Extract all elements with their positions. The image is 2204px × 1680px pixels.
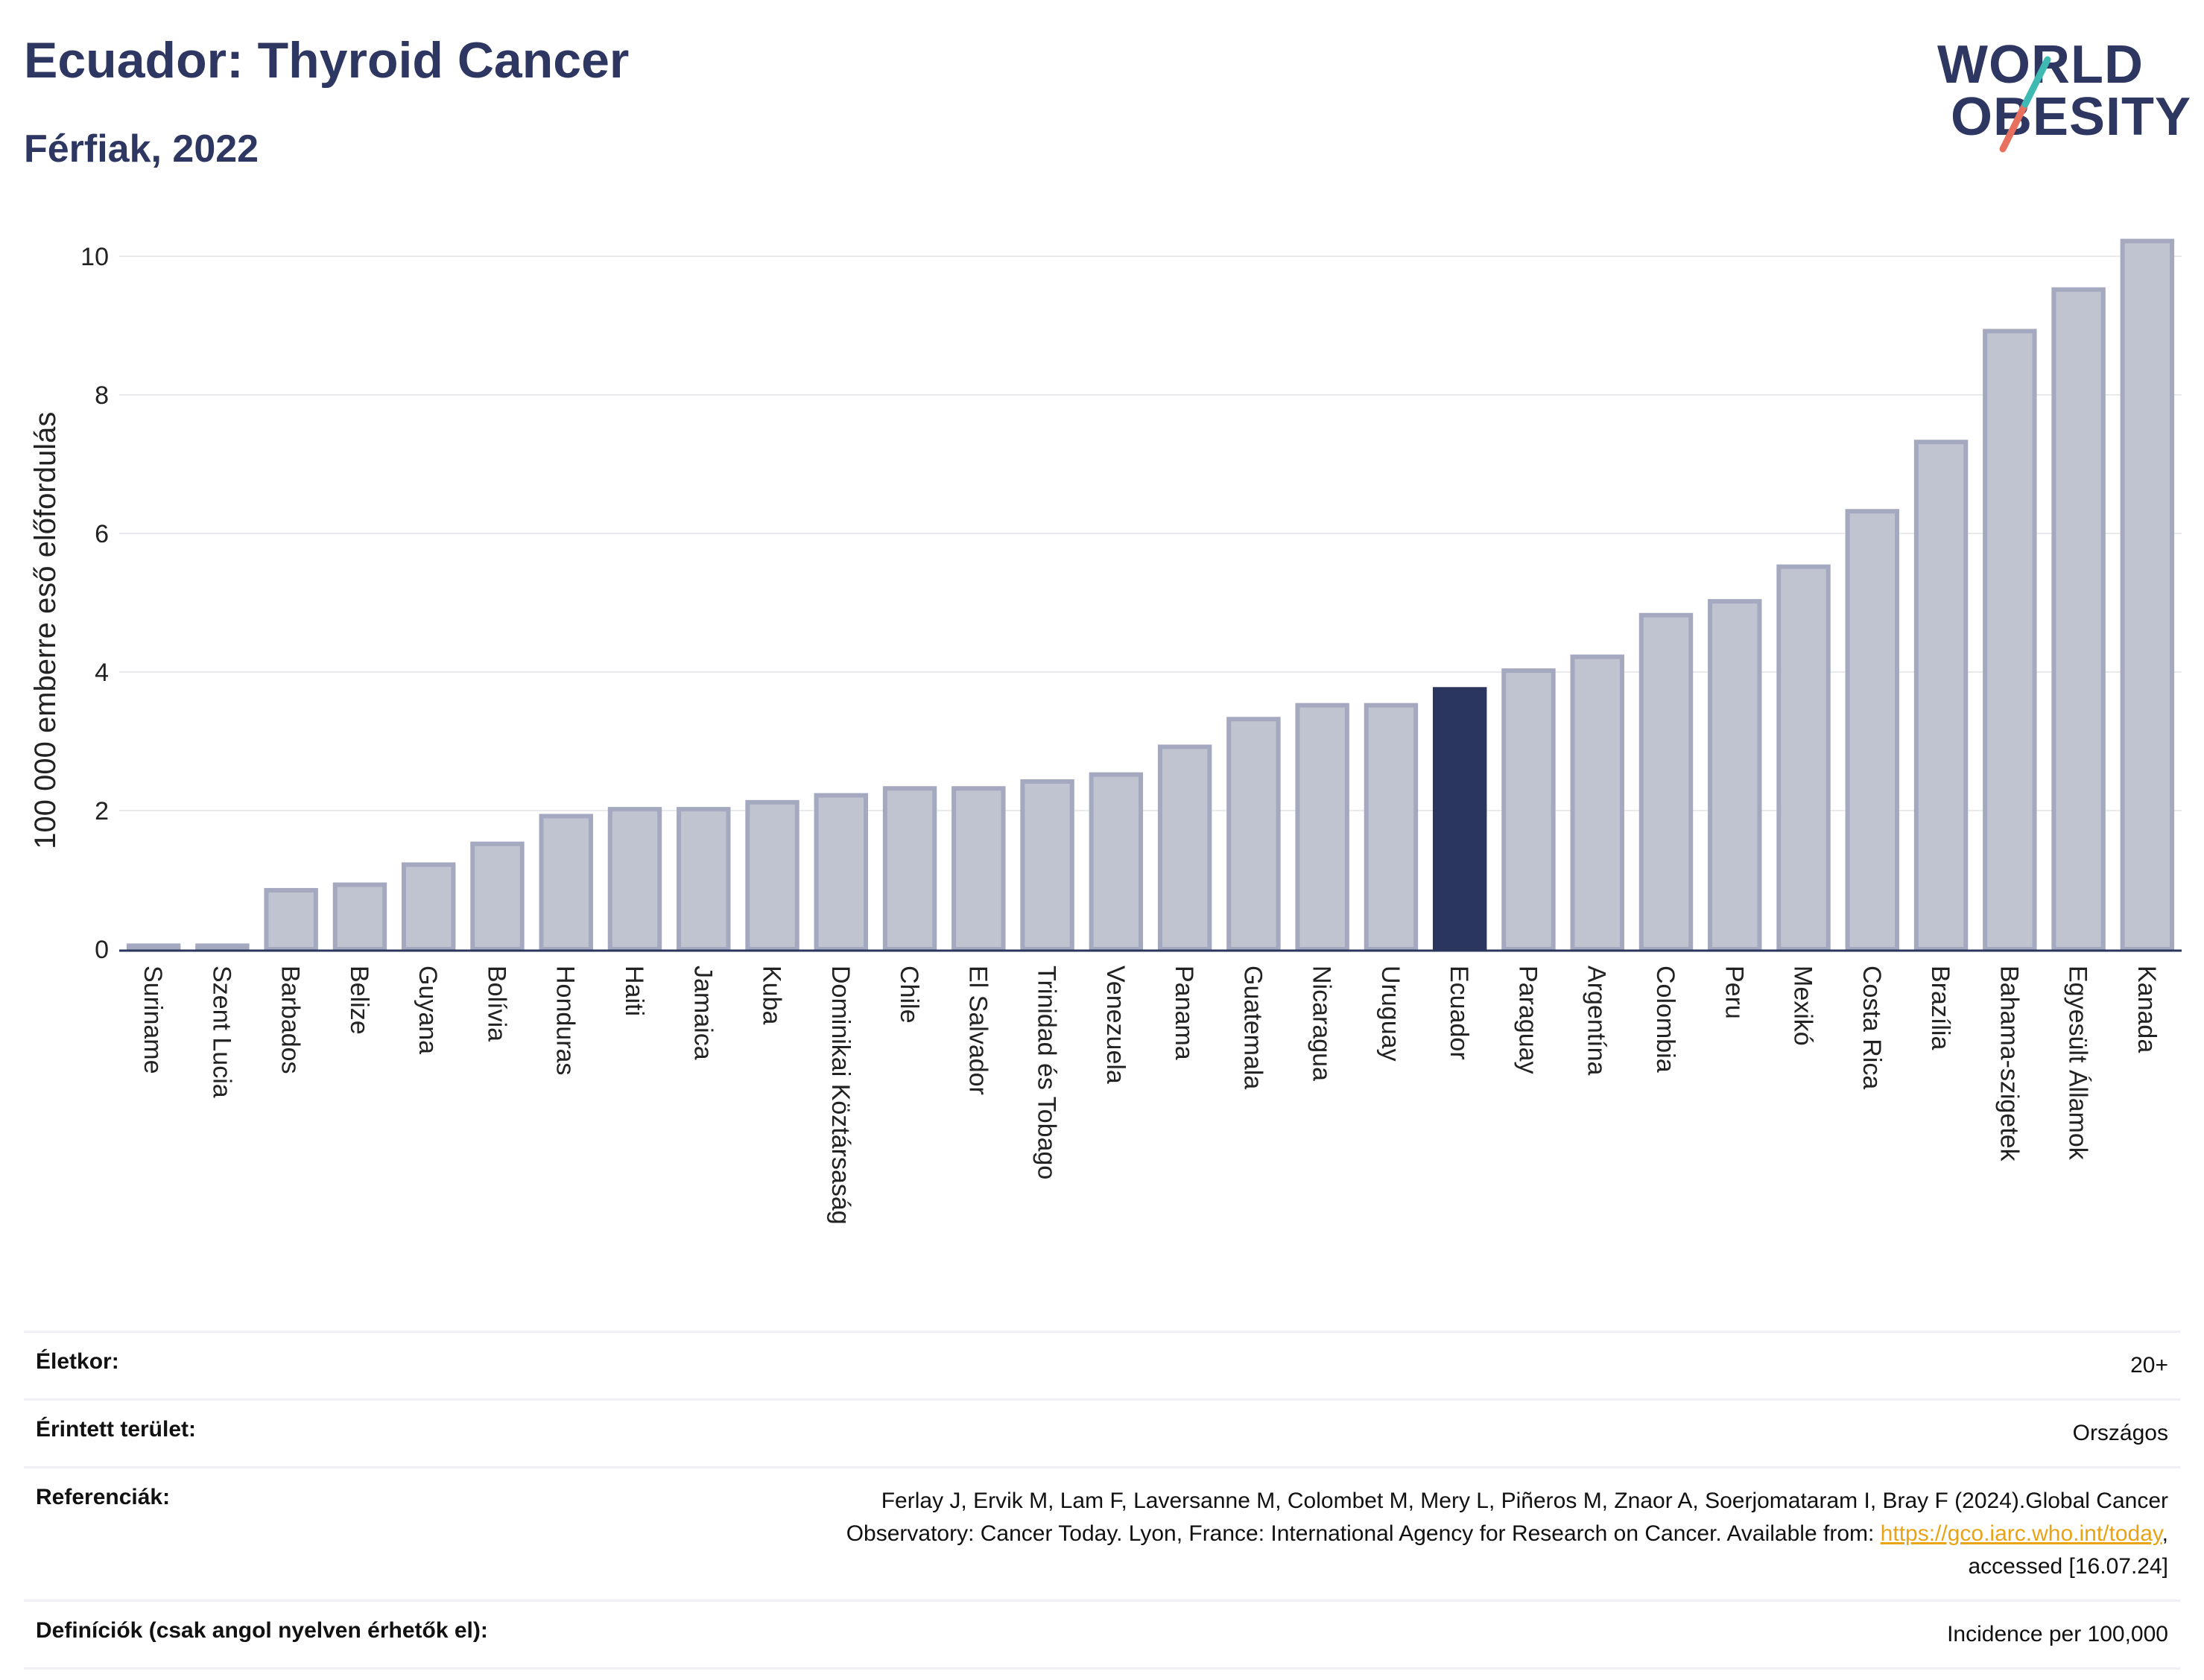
reference-text-2: Observatory: Cancer Today. Lyon, France:… [846, 1521, 1881, 1546]
bar-ecuador [1432, 687, 1487, 951]
bar-jamaica [677, 807, 731, 952]
bar-costa-rica [1845, 509, 1900, 951]
x-tick-label: Belize [345, 966, 373, 1035]
y-tick-label: 4 [95, 659, 109, 687]
x-tick-label: Ecuador [1445, 966, 1473, 1060]
chart-grid [119, 256, 2182, 811]
x-tick-label: Honduras [551, 966, 580, 1075]
meta-row-references: Referenciák: Ferlay J, Ervik M, Lam F, L… [24, 1466, 2180, 1600]
y-tick-label: 0 [95, 936, 109, 964]
x-tick-label: Mexikó [1789, 966, 1817, 1046]
bar-szent-lucia [195, 943, 250, 951]
bar-haiti [607, 807, 662, 952]
references-label: Referenciák: [36, 1485, 171, 1509]
area-value: Országos [2072, 1421, 2168, 1445]
x-tick-label: Panama [1170, 966, 1198, 1060]
bar-dominikai-köztársaság [814, 793, 869, 951]
reference-text-1: Ferlay J, Ervik M, Lam F, Laversanne M, … [881, 1489, 2168, 1513]
logo-line-2: OBESITY [1951, 87, 2192, 147]
bar-chile [882, 786, 937, 951]
y-tick-label: 6 [95, 520, 109, 548]
page-subtitle: Férfiak, 2022 [24, 127, 259, 171]
bar-uruguay [1364, 703, 1419, 951]
metadata-table: Életkor: 20+ Érintett terület: Országos … [24, 1331, 2180, 1670]
definitions-value: Incidence per 100,000 [1947, 1622, 2168, 1646]
bar-guyana [401, 862, 456, 951]
x-tick-label: Argentína [1583, 966, 1611, 1076]
x-tick-label: Bolívia [482, 966, 510, 1042]
x-tick-label: Bahama-szigetek [1995, 966, 2023, 1162]
x-tick-label: Jamaica [688, 966, 717, 1060]
x-tick-label: Colombia [1651, 966, 1679, 1073]
x-tick-label: Trinidad és Tobago [1033, 966, 1061, 1179]
bar-paraguay [1501, 668, 1556, 951]
x-axis-ticks: Suriname Szent Lucia Barbados Belize Guyana B… [139, 966, 2161, 1225]
bar-nicaragua [1295, 703, 1349, 951]
page-title: Ecuador: Thyroid Cancer [24, 32, 630, 89]
bar-egyesült-államok [2051, 287, 2106, 951]
bar-honduras [539, 814, 593, 951]
bar-bahama-szigetek [1983, 329, 2037, 951]
x-tick-label: Barbados [276, 966, 305, 1074]
bar-chart: 0 2 4 6 8 10 Suriname Szent Lucia Barbados Beliz… [29, 238, 2182, 1225]
chart-bars [126, 238, 2175, 952]
references-value: Ferlay J, Ervik M, Lam F, Laversanne M, … [846, 1485, 2168, 1583]
bar-kuba [745, 799, 799, 952]
meta-row-definitions: Definíciók (csak angol nyelven érhetők e… [24, 1600, 2180, 1670]
bar-bolívia [470, 841, 525, 952]
x-tick-label: Suriname [139, 966, 167, 1074]
bar-kanada [2120, 238, 2175, 952]
x-tick-label: Peru [1720, 966, 1748, 1019]
logo-line-1: WORLD [1937, 35, 2144, 95]
reference-text-3: , [2162, 1521, 2168, 1546]
x-tick-label: Guatemala [1238, 966, 1267, 1089]
x-tick-label: Venezuela [1101, 966, 1130, 1084]
bar-colombia [1638, 612, 1694, 951]
y-tick-label: 2 [95, 797, 109, 825]
bar-guatemala [1226, 717, 1281, 951]
bar-mexikó [1776, 564, 1831, 951]
bar-el-salvador [951, 786, 1006, 951]
y-axis-label: 100 000 emberre eső előfordulás [29, 412, 62, 849]
x-tick-label: Kanada [2132, 966, 2161, 1053]
world-obesity-logo: WORLD OBESITY [1928, 30, 2191, 164]
bar-suriname [126, 943, 181, 951]
x-tick-label: Egyesült Államok [2064, 966, 2092, 1161]
bar-brazília [1913, 440, 1969, 951]
y-tick-label: 8 [95, 381, 109, 410]
x-tick-label: El Salvador [963, 966, 992, 1095]
bar-trinidad-és-tobago [1020, 779, 1074, 951]
age-value: 20+ [2130, 1353, 2168, 1378]
x-tick-label: Dominikai Köztársaság [826, 966, 855, 1225]
bar-venezuela [1089, 772, 1144, 952]
x-tick-label: Haiti [620, 966, 648, 1016]
bar-peru [1708, 599, 1762, 951]
bar-belize [332, 882, 387, 952]
reference-text-4: accessed [16.07.24] [1968, 1554, 2168, 1579]
x-tick-label: Paraguay [1513, 966, 1542, 1074]
x-tick-label: Nicaragua [1308, 966, 1336, 1081]
y-tick-label: 10 [80, 243, 109, 271]
x-tick-label: Szent Lucia [207, 966, 235, 1098]
area-label: Érintett terület: [36, 1417, 197, 1442]
x-tick-label: Guyana [414, 966, 442, 1054]
bar-barbados [264, 887, 318, 952]
y-axis-ticks: 0 2 4 6 8 10 [80, 243, 109, 964]
bar-argentína [1570, 654, 1624, 951]
meta-row-age: Életkor: 20+ [24, 1331, 2180, 1398]
x-tick-label: Kuba [758, 966, 786, 1024]
age-label: Életkor: [36, 1349, 119, 1374]
logo-slash-icon [1999, 56, 2051, 153]
bar-panama [1157, 744, 1212, 951]
x-tick-label: Chile [895, 966, 923, 1023]
x-tick-label: Brazília [1926, 966, 1954, 1050]
meta-row-area: Érintett terület: Országos [24, 1398, 2180, 1466]
x-tick-label: Costa Rica [1858, 966, 1886, 1089]
reference-link[interactable]: https://gco.iarc.who.int/today [1880, 1521, 2162, 1546]
x-tick-label: Uruguay [1376, 966, 1405, 1062]
definitions-label: Definíciók (csak angol nyelven érhetők e… [36, 1618, 488, 1643]
